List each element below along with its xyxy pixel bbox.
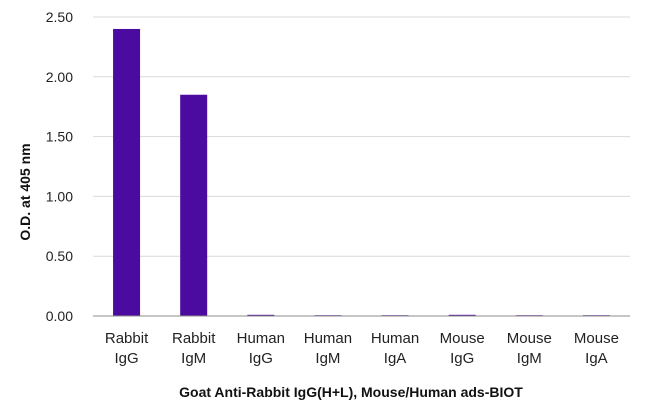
bar — [113, 28, 141, 317]
x-tick-label: IgM — [517, 350, 542, 367]
bar — [180, 94, 208, 317]
x-tick-label: Human — [371, 330, 419, 347]
x-tick-labels: Rabbit IgG Rabbit IgM Human IgG Human IgM Human I… — [105, 330, 619, 367]
x-tick-label: Mouse — [574, 330, 619, 347]
x-axis-title: Goat Anti-Rabbit IgG(H+L), Mouse/Human a… — [179, 384, 523, 400]
y-tick-label: 1.00 — [46, 188, 73, 204]
bars — [113, 28, 610, 317]
x-tick-label: Human — [237, 330, 285, 347]
x-tick-label: IgA — [384, 350, 407, 367]
x-tick-label: Mouse — [440, 330, 485, 347]
y-axis-title: O.D. at 405 nm — [17, 143, 33, 240]
x-tick-label: IgA — [585, 350, 608, 367]
x-tick-label: IgM — [315, 350, 340, 367]
x-tick-label: Rabbit — [105, 330, 149, 347]
y-tick-label: 0.50 — [46, 248, 73, 264]
x-tick-label: IgG — [114, 350, 138, 367]
bar — [448, 314, 476, 316]
x-tick-label: Mouse — [507, 330, 552, 347]
x-tick-label: Rabbit — [172, 330, 216, 347]
y-tick-label: 0.00 — [46, 308, 73, 324]
x-tick-label: IgG — [249, 350, 273, 367]
x-tick-label: IgM — [181, 350, 206, 367]
bar — [247, 314, 275, 316]
gridlines — [93, 16, 630, 257]
y-tick-label: 2.00 — [46, 69, 73, 85]
y-tick-label: 1.50 — [46, 129, 73, 145]
y-tick-labels: 0.00 0.50 1.00 1.50 2.00 2.50 — [46, 9, 73, 324]
x-tick-label: IgG — [450, 350, 474, 367]
x-tick-label: Human — [304, 330, 352, 347]
y-tick-label: 2.50 — [46, 9, 73, 25]
